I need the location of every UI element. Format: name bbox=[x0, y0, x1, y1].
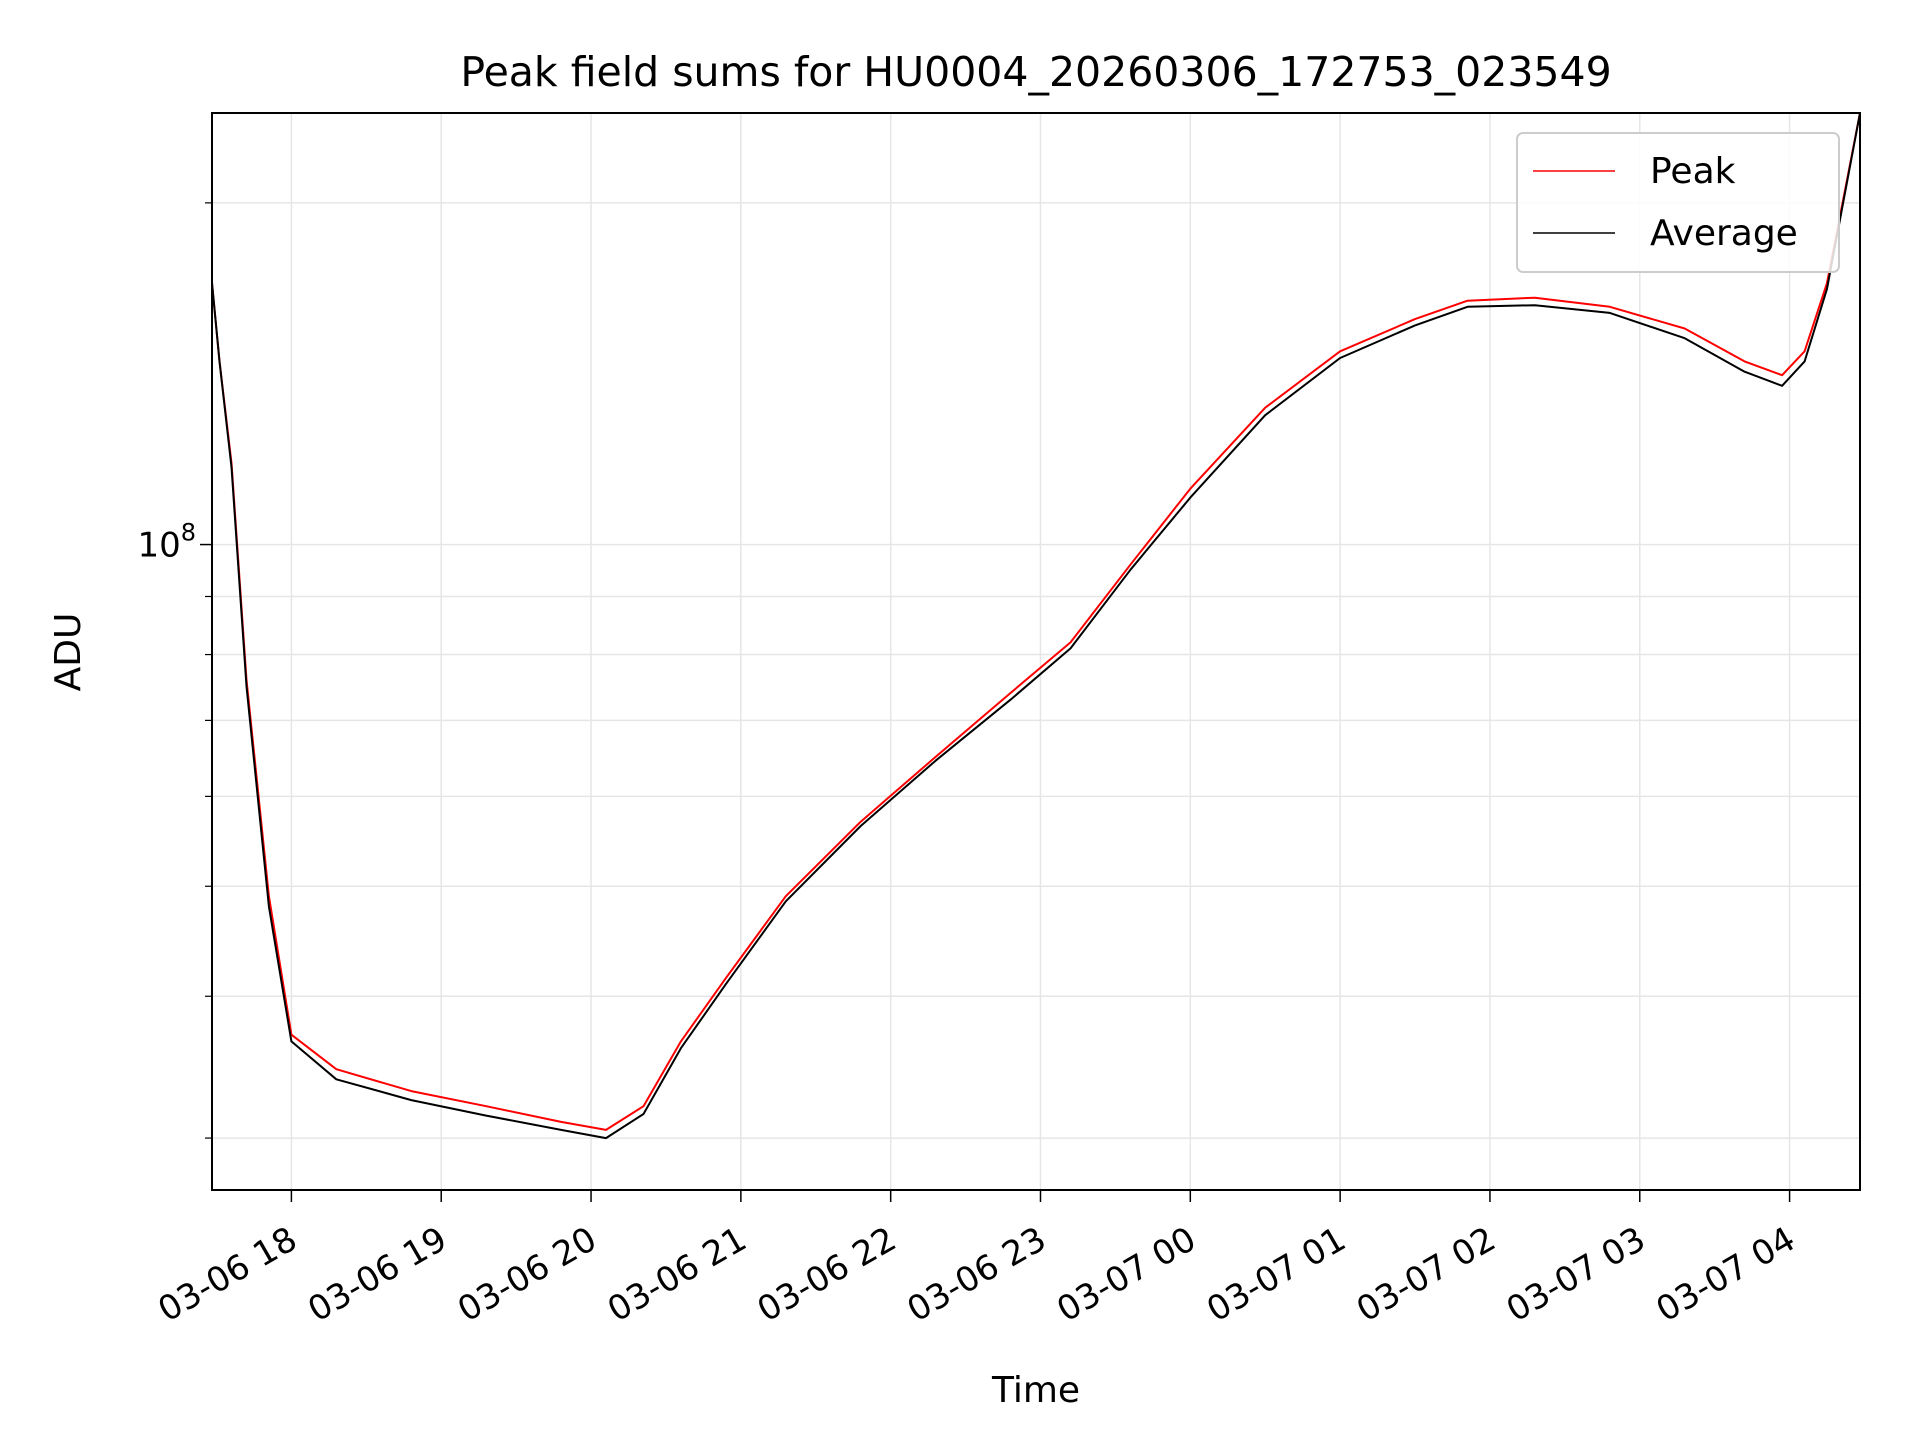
plot-area bbox=[212, 113, 1860, 1190]
y-tick-label-exponent: 8 bbox=[181, 519, 196, 547]
plot-frame bbox=[211, 112, 1861, 1191]
chart-title: Peak field sums for HU0004_20260306_1727… bbox=[460, 48, 1611, 96]
y-axis-label: ADU bbox=[48, 613, 89, 692]
legend-box bbox=[1516, 132, 1840, 273]
series-line-average bbox=[211, 112, 1861, 1140]
y-tick-label-base: 10 bbox=[137, 526, 180, 566]
y-axis: 108 bbox=[137, 202, 212, 1139]
series-line-peak bbox=[211, 112, 1861, 1131]
x-axis-label: Time bbox=[991, 1370, 1080, 1411]
legend-label-peak: Peak bbox=[1650, 151, 1736, 192]
legend: Peak Average bbox=[1516, 132, 1840, 273]
y-tick-label: 108 bbox=[137, 519, 196, 566]
legend-label-average: Average bbox=[1650, 213, 1798, 254]
series-layer bbox=[211, 112, 1861, 1140]
